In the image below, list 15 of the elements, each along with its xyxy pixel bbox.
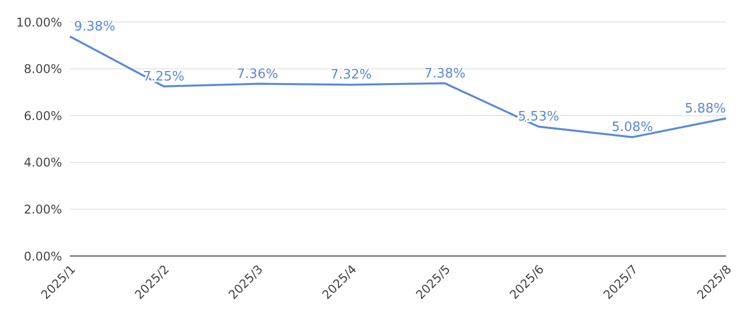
y-tick-label: 6.00%	[24, 108, 62, 123]
data-label: 7.32%	[330, 68, 372, 83]
y-tick-label: 8.00%	[24, 62, 62, 76]
data-label: 5.53%	[518, 110, 560, 125]
data-label: 7.36%	[236, 66, 278, 82]
data-label: 5.08%	[612, 120, 653, 136]
y-tick-label: 10.00%	[16, 15, 62, 30]
y-tick-label: 2.00%	[24, 202, 62, 216]
data-label: 9.38%	[74, 20, 116, 35]
data-label: 7.38%	[424, 66, 466, 82]
line-series	[69, 36, 727, 138]
y-tick-label: 4.00%	[24, 156, 62, 170]
data-label: 5.88%	[684, 101, 726, 116]
data-label: 7.25%	[143, 69, 184, 84]
y-tick-label: 0.00%	[24, 249, 62, 264]
